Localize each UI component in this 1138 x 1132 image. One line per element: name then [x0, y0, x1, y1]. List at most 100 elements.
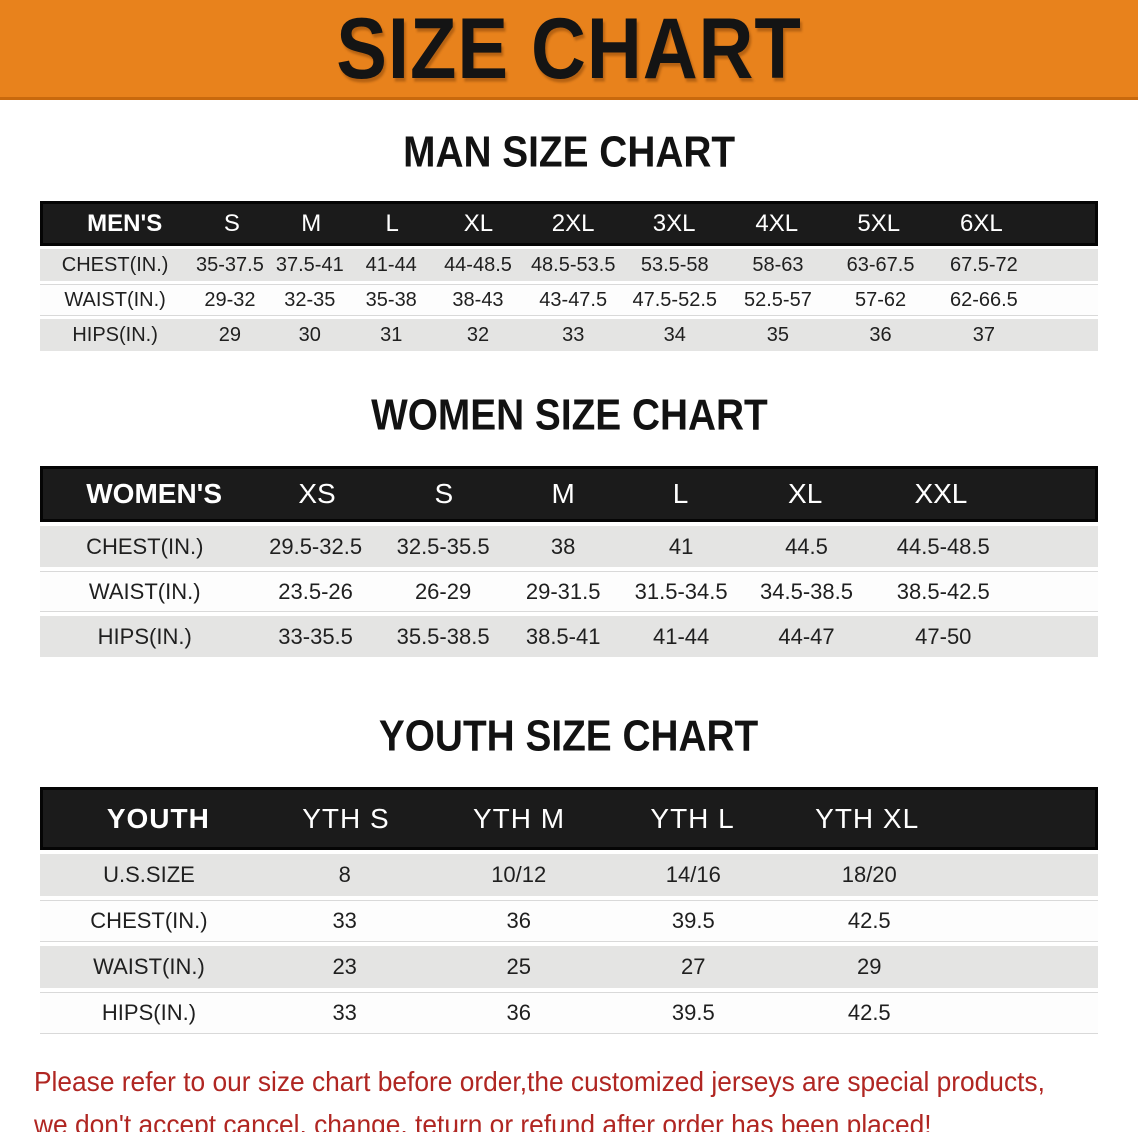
table-cell: 29	[218, 323, 242, 346]
youth-size-col: YTH M	[472, 802, 566, 834]
women-size-col: XL	[788, 478, 823, 509]
table-cell: 44-47	[778, 623, 835, 649]
youth-table-title: YOUTH	[106, 802, 210, 834]
table-cell: 36	[869, 323, 892, 346]
disclaimer: Please refer to our size chart before or…	[0, 1060, 1138, 1132]
table-cell: 26-29	[414, 578, 472, 604]
row-label: CHEST(IN.)	[86, 533, 204, 559]
table-cell: 14/16	[665, 862, 721, 887]
women-size-col: L	[672, 478, 689, 509]
youth-section-heading: YOUTH SIZE CHART	[0, 711, 1138, 761]
women-chest-row: CHEST(IN.) 29.5-32.5 32.5-35.5 38 41 44.…	[40, 526, 1098, 567]
table-cell: 38	[550, 533, 576, 559]
table-cell: 47-50	[915, 623, 972, 649]
table-cell: 31.5-34.5	[634, 578, 728, 604]
women-table-title: WOMEN'S	[86, 478, 223, 509]
women-size-col: XXL	[914, 478, 968, 509]
women-size-table: WOMEN'S XS S M L XL XXL CHEST(IN.) 29.5-…	[40, 466, 1098, 657]
table-cell: 48.5-53.5	[530, 253, 616, 276]
table-cell: 44.5	[785, 533, 828, 559]
row-label: WAIST(IN.)	[93, 954, 205, 979]
man-waist-row: WAIST(IN.) 29-32 32-35 35-38 38-43 43-47…	[40, 284, 1098, 316]
table-cell: 37	[972, 323, 996, 346]
man-size-col: XL	[463, 209, 494, 237]
table-cell: 27	[681, 954, 706, 979]
row-label: WAIST(IN.)	[64, 288, 166, 311]
table-cell: 44.5-48.5	[896, 533, 990, 559]
youth-waist-row: WAIST(IN.) 23 25 27 29	[40, 946, 1098, 988]
table-cell: 29.5-32.5	[269, 533, 363, 559]
table-cell: 33	[332, 908, 357, 933]
man-chest-row: CHEST(IN.) 35-37.5 37.5-41 41-44 44-48.5…	[40, 249, 1098, 281]
table-cell: 62-66.5	[949, 288, 1018, 311]
table-cell: 52.5-57	[743, 288, 812, 311]
table-cell: 33-35.5	[278, 623, 353, 649]
table-cell: 36	[506, 908, 531, 933]
youth-section-heading-text: YOUTH SIZE CHART	[379, 711, 759, 761]
table-cell: 37.5-41	[275, 253, 344, 276]
table-cell: 36	[506, 1000, 531, 1025]
table-cell: 67.5-72	[949, 253, 1018, 276]
women-size-col: M	[551, 478, 575, 509]
table-cell: 8	[338, 862, 351, 887]
row-label: HIPS(IN.)	[97, 623, 192, 649]
table-cell: 29	[857, 954, 882, 979]
man-size-col: 5XL	[857, 209, 901, 237]
man-size-col: S	[223, 209, 240, 237]
table-cell: 33	[332, 1000, 357, 1025]
table-cell: 32	[466, 323, 490, 346]
table-cell: 41-44	[365, 253, 417, 276]
table-cell: 38.5-42.5	[896, 578, 990, 604]
table-cell: 32.5-35.5	[396, 533, 490, 559]
table-cell: 23	[332, 954, 357, 979]
disclaimer-line-1: Please refer to our size chart before or…	[34, 1066, 1045, 1097]
table-cell: 34.5-38.5	[760, 578, 853, 604]
youth-size-col: YTH XL	[815, 802, 920, 834]
women-size-col: XS	[298, 478, 336, 509]
table-cell: 29-31.5	[525, 578, 601, 604]
table-cell: 35-38	[365, 288, 417, 311]
youth-size-col: YTH L	[650, 802, 735, 834]
youth-chest-row: CHEST(IN.) 33 36 39.5 42.5	[40, 900, 1098, 942]
youth-ussize-row: U.S.SIZE 8 10/12 14/16 18/20	[40, 854, 1098, 896]
man-size-col: 2XL	[551, 209, 595, 237]
table-cell: 25	[506, 954, 531, 979]
table-cell: 34	[663, 323, 686, 346]
table-cell: 38.5-41	[525, 623, 601, 649]
man-size-col: 4XL	[755, 209, 799, 237]
row-label: U.S.SIZE	[103, 862, 195, 887]
women-section-heading: WOMEN SIZE CHART	[0, 390, 1138, 440]
table-cell: 47.5-52.5	[632, 288, 718, 311]
table-cell: 29-32	[204, 288, 256, 311]
table-cell: 31	[380, 323, 403, 346]
table-cell: 32-35	[284, 288, 336, 311]
women-table-header-row: WOMEN'S XS S M L XL XXL	[40, 466, 1098, 522]
table-cell: 42.5	[847, 908, 891, 933]
table-cell: 35	[766, 323, 790, 346]
man-size-col: 6XL	[959, 209, 1003, 237]
man-size-col: M	[301, 209, 322, 237]
man-table-header-row: MEN'S S M L XL 2XL 3XL 4XL 5XL 6XL	[40, 201, 1098, 246]
table-cell: 57-62	[854, 288, 907, 311]
man-size-table: MEN'S S M L XL 2XL 3XL 4XL 5XL 6XL CHEST…	[40, 201, 1098, 351]
table-cell: 33	[562, 323, 585, 346]
disclaimer-line-2: we don't accept cancel, change, teturn o…	[34, 1109, 932, 1132]
banner: SIZE CHART	[0, 0, 1138, 100]
row-label: WAIST(IN.)	[88, 578, 201, 604]
table-cell: 44-48.5	[444, 253, 512, 276]
table-cell: 42.5	[847, 1000, 891, 1025]
table-cell: 53.5-58	[640, 253, 709, 276]
table-cell: 38-43	[452, 288, 504, 311]
table-cell: 30	[298, 323, 321, 346]
table-cell: 58-63	[752, 253, 804, 276]
women-section-heading-text: WOMEN SIZE CHART	[370, 390, 768, 440]
table-cell: 41	[668, 533, 694, 559]
row-label: CHEST(IN.)	[61, 253, 169, 276]
man-size-col: L	[385, 209, 399, 237]
women-waist-row: WAIST(IN.) 23.5-26 26-29 29-31.5 31.5-34…	[40, 571, 1098, 612]
women-hips-row: HIPS(IN.) 33-35.5 35.5-38.5 38.5-41 41-4…	[40, 616, 1098, 657]
man-table-title: MEN'S	[87, 209, 163, 237]
table-cell: 10/12	[491, 862, 547, 887]
man-section-heading: MAN SIZE CHART	[0, 128, 1138, 176]
